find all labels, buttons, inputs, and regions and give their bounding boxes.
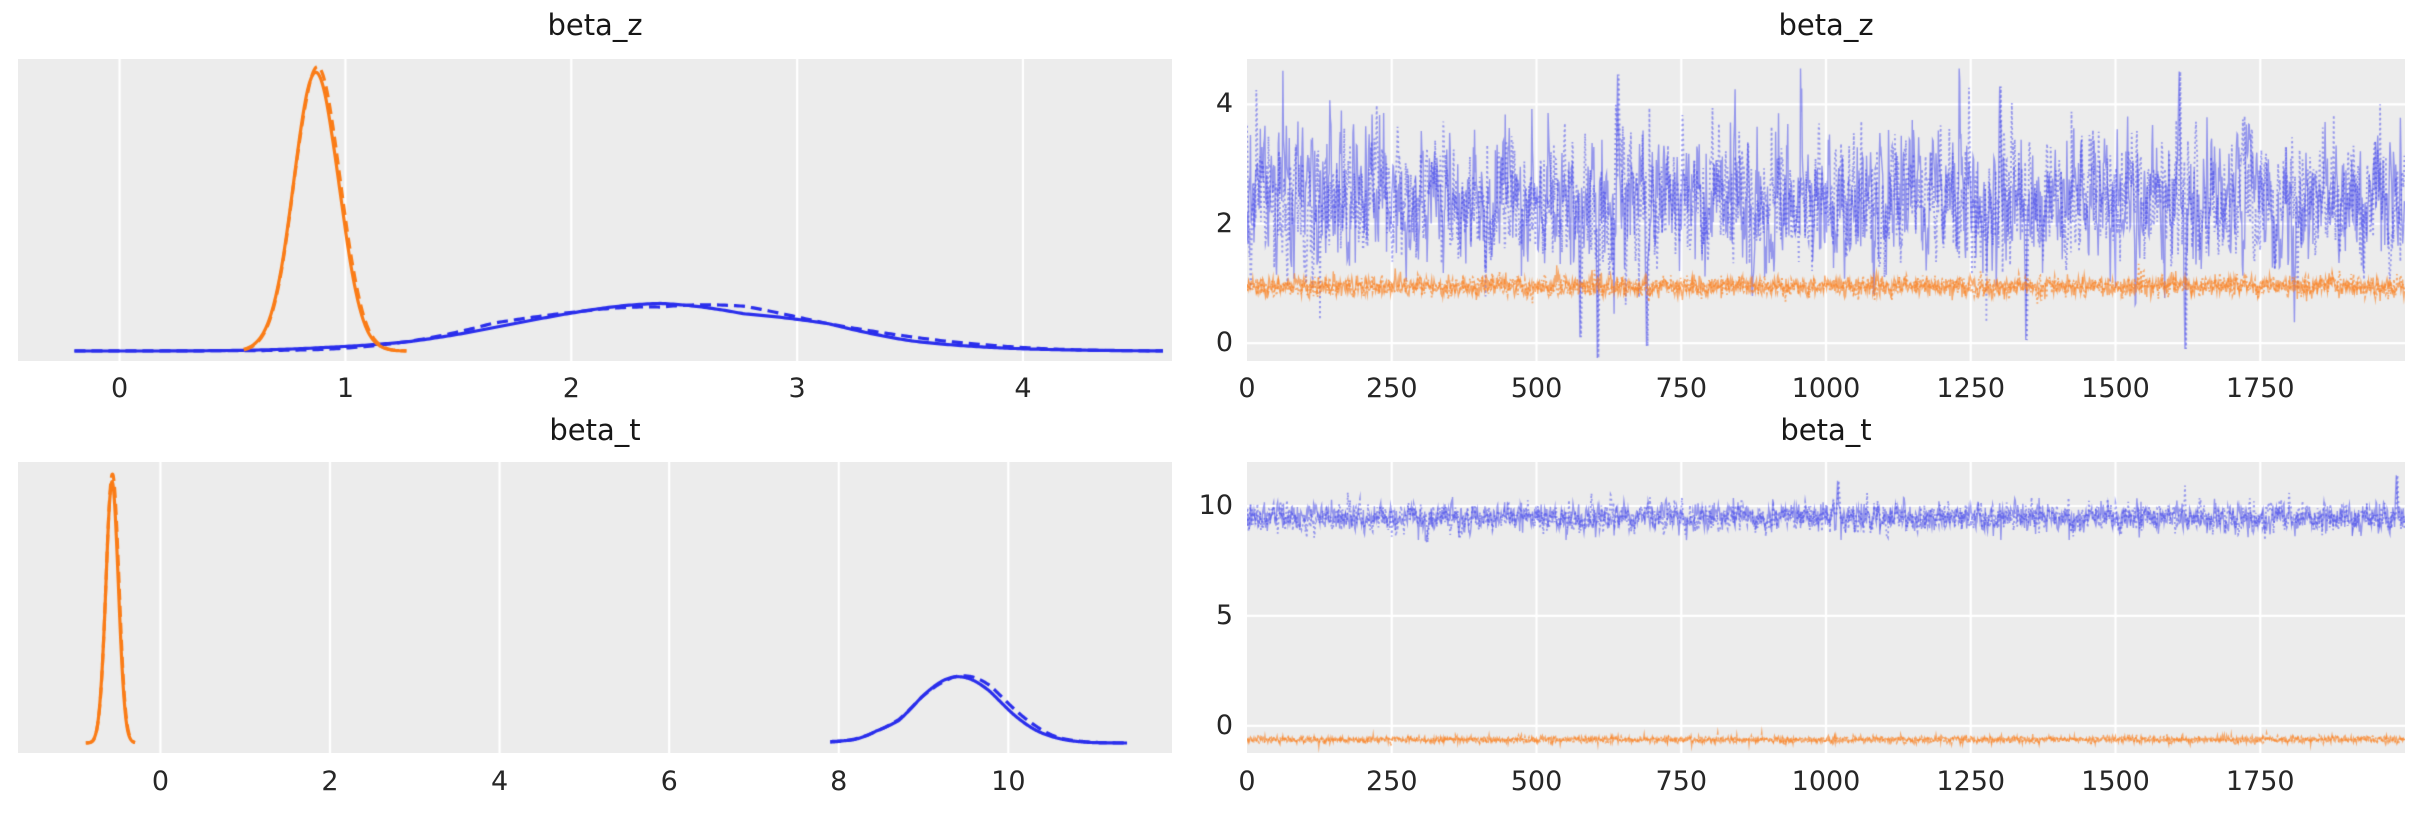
x-tick-label: 3 xyxy=(788,373,806,404)
x-tick-label: 1750 xyxy=(2225,766,2295,797)
y-tick-label: 5 xyxy=(1215,599,1233,631)
y-tick-label: 10 xyxy=(1198,489,1233,521)
panel-title-beta-t-kde: beta_t xyxy=(549,413,641,447)
trace-panel-beta-t xyxy=(1247,462,2405,753)
kde-panel-beta-t xyxy=(18,462,1172,753)
x-tick-label: 10 xyxy=(991,766,1026,797)
y-tick-label: 0 xyxy=(1215,709,1233,741)
kde-canvas-beta-z xyxy=(18,59,1172,361)
kde-panel-beta-z xyxy=(18,59,1172,361)
x-tick-label: 4 xyxy=(491,766,509,797)
x-tick-label: 2 xyxy=(562,373,580,404)
x-tick-label: 1 xyxy=(336,373,355,404)
x-tick-label: 250 xyxy=(1365,373,1418,404)
x-tick-label: 500 xyxy=(1510,766,1563,797)
x-tick-label: 0 xyxy=(1238,766,1256,797)
trace-canvas-beta-t xyxy=(1247,462,2405,753)
x-tick-label: 1250 xyxy=(1936,373,2006,404)
x-tick-label: 750 xyxy=(1655,373,1708,404)
x-tick-label: 0 xyxy=(111,373,129,404)
x-tick-label: 750 xyxy=(1655,766,1708,797)
x-tick-label: 1000 xyxy=(1791,766,1861,797)
x-tick-label: 1250 xyxy=(1936,766,2006,797)
x-tick-label: 0 xyxy=(1238,373,1256,404)
trace-canvas-beta-z xyxy=(1247,59,2405,361)
y-tick-label: 2 xyxy=(1215,207,1233,239)
x-tick-label: 1000 xyxy=(1791,373,1861,404)
panel-title-beta-t-trace: beta_t xyxy=(1780,413,1872,447)
panel-title-beta-z-trace: beta_z xyxy=(1778,8,1874,42)
x-tick-label: 6 xyxy=(660,766,678,797)
x-tick-label: 8 xyxy=(830,766,848,797)
x-tick-label: 2 xyxy=(321,766,339,797)
kde-canvas-beta-t xyxy=(18,462,1172,753)
panel-title-beta-z-kde: beta_z xyxy=(547,8,643,42)
x-tick-label: 500 xyxy=(1510,373,1563,404)
x-tick-label: 1500 xyxy=(2081,766,2150,797)
trace-panel-beta-z xyxy=(1247,59,2405,361)
x-tick-label: 4 xyxy=(1014,373,1032,404)
x-tick-label: 1500 xyxy=(2081,373,2150,404)
y-tick-label: 0 xyxy=(1215,327,1233,359)
x-tick-label: 250 xyxy=(1365,766,1418,797)
x-tick-label: 1750 xyxy=(2225,373,2295,404)
y-tick-label: 4 xyxy=(1215,88,1233,120)
x-tick-label: 0 xyxy=(151,766,170,797)
